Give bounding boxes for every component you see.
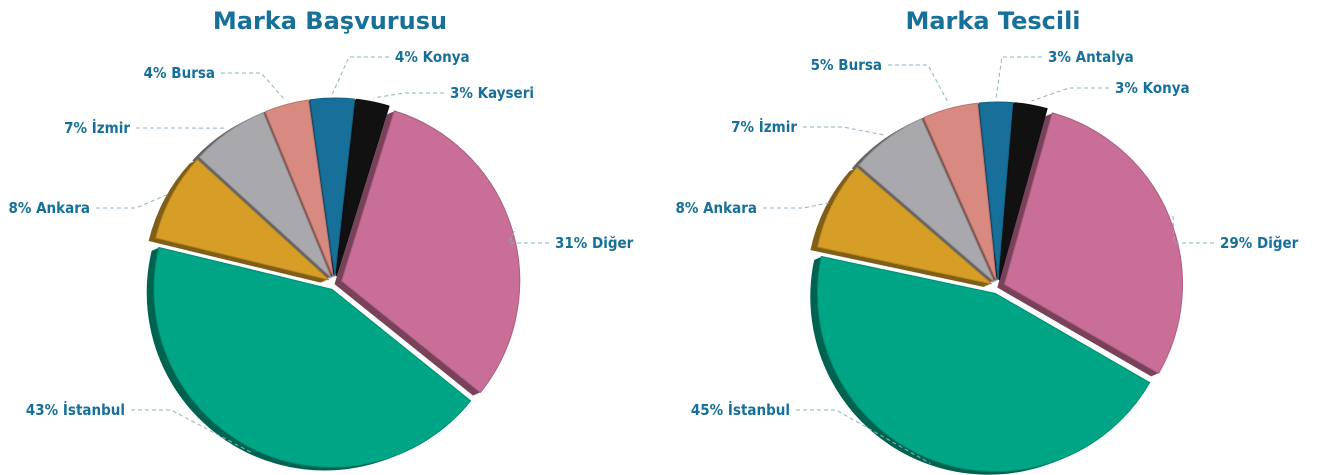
category-label: Antalya: [1076, 48, 1134, 66]
value-label: 3%: [1115, 79, 1138, 97]
slice-label: 4% Bursa: [144, 64, 215, 82]
slice-label: 7% İzmir: [731, 117, 797, 136]
slice: [978, 101, 1014, 281]
slice-label: 8% Ankara: [675, 199, 757, 217]
leader-line: [888, 64, 950, 105]
value-label: 45%: [691, 401, 724, 419]
value-label: 8%: [675, 199, 698, 217]
slice: [264, 99, 334, 277]
value-label: 31%: [555, 234, 588, 252]
slice-label: 7% İzmir: [64, 118, 130, 137]
category-label: Bursa: [171, 64, 215, 82]
slice-label: 3% Kayseri: [450, 84, 534, 102]
slice-label: 29% Diğer: [1220, 234, 1299, 252]
value-label: 7%: [731, 118, 754, 136]
category-label: Ankara: [36, 199, 90, 217]
slice: [817, 255, 1151, 473]
slice: [998, 102, 1048, 281]
category-label: Kayseri: [478, 84, 534, 102]
slice-label: 5% Bursa: [811, 56, 882, 74]
slice-label: 3% Konya: [1115, 79, 1190, 97]
category-label: Diğer: [592, 234, 634, 252]
leader-line: [1172, 215, 1214, 244]
slice: [335, 98, 390, 277]
slice-label: 4% Konya: [395, 48, 470, 66]
value-label: 4%: [395, 48, 418, 66]
leader-line: [221, 72, 286, 101]
chart-title: Marka Tescili: [905, 7, 1080, 35]
category-label: Ankara: [703, 199, 757, 217]
slice-label: 3% Antalya: [1048, 48, 1134, 66]
category-label: Konya: [1143, 79, 1190, 97]
category-label: Diğer: [1257, 234, 1299, 252]
slice: [1003, 112, 1183, 375]
slice-label: 45% İstanbul: [691, 400, 790, 419]
slice-label: 8% Ankara: [8, 199, 90, 217]
slice: [153, 246, 472, 468]
value-label: 29%: [1220, 234, 1253, 252]
slice: [858, 118, 995, 282]
category-label: Konya: [423, 48, 470, 66]
leader-line: [803, 126, 886, 136]
chart-title: Marka Başvurusu: [213, 7, 447, 35]
slice: [155, 158, 330, 281]
leader-line: [373, 92, 444, 99]
value-label: 5%: [811, 56, 834, 74]
leader-line: [1031, 87, 1109, 102]
leader-line: [96, 193, 169, 209]
slice: [341, 110, 521, 394]
slice: [923, 102, 997, 281]
value-label: 8%: [8, 199, 31, 217]
value-label: 43%: [26, 401, 59, 419]
category-label: Bursa: [838, 56, 882, 74]
value-label: 4%: [144, 64, 167, 82]
slice: [309, 97, 356, 277]
slice: [817, 166, 993, 285]
leader-line: [796, 409, 931, 464]
leader-line: [763, 202, 829, 209]
leader-line: [131, 409, 252, 454]
leader-line: [331, 56, 389, 95]
slice-label: 31% Diğer: [555, 234, 634, 252]
category-label: İzmir: [759, 117, 798, 136]
value-label: 3%: [450, 84, 473, 102]
slice-label: 43% İstanbul: [26, 400, 125, 419]
value-label: 7%: [64, 119, 87, 137]
leader-line: [508, 227, 549, 244]
category-label: İstanbul: [728, 400, 790, 419]
category-label: İstanbul: [63, 400, 125, 419]
leader-line: [995, 56, 1042, 99]
category-label: İzmir: [92, 118, 131, 137]
value-label: 3%: [1048, 48, 1071, 66]
slice: [198, 112, 332, 278]
